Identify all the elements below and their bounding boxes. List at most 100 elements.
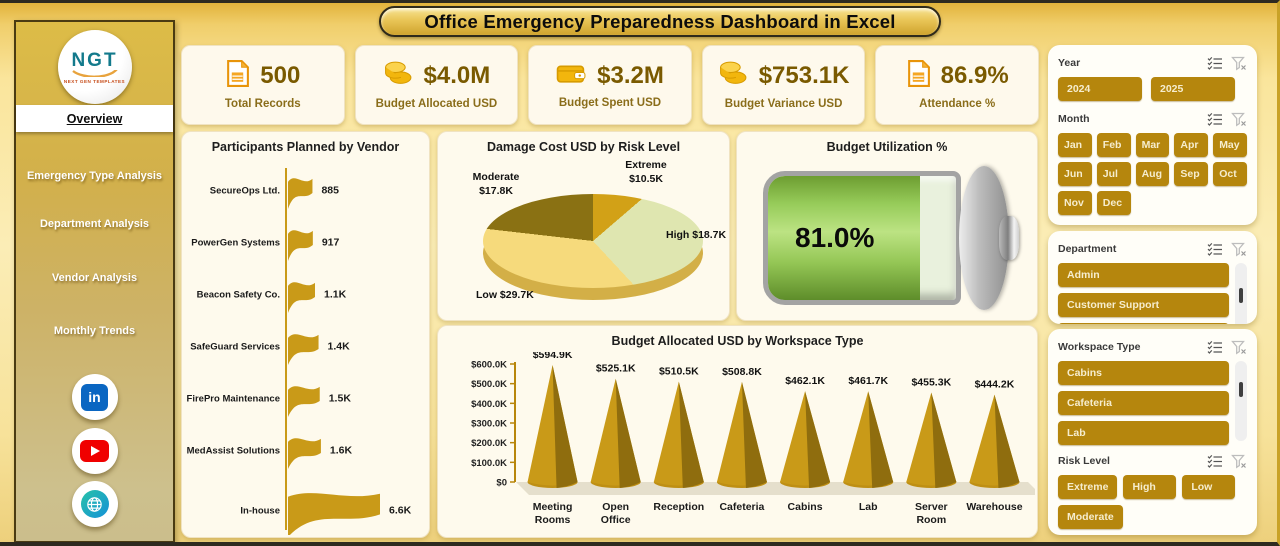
globe-glyph	[80, 490, 109, 518]
slicer-button-2024[interactable]: 2024	[1058, 77, 1142, 101]
sidebar-item-overview[interactable]: Overview	[16, 105, 173, 132]
kpi-label: Budget Spent USD	[558, 97, 662, 109]
clear-filter-icon[interactable]	[1231, 454, 1247, 469]
slicer-button-feb[interactable]: Feb	[1096, 133, 1131, 157]
workspace-cone-chart: $600.0K $500.0K $400.0K $300.0K $200.0K $100.…	[471, 352, 1035, 526]
kpi-card-attendance: 86.9% Attendance %	[875, 45, 1039, 125]
vendor-category-label: Beacon Safety Co.	[197, 290, 280, 301]
sidebar-item-monthly-trends[interactable]: Monthly Trends	[53, 325, 136, 337]
scrollbar[interactable]	[1235, 263, 1247, 324]
x-axis-label: Lab	[859, 501, 878, 513]
slicer-body-department: Admin Customer Support	[1058, 263, 1247, 324]
battery-fill	[768, 176, 921, 300]
x-axis-label: Reception	[653, 501, 704, 513]
slicer-button-sep[interactable]: Sep	[1174, 162, 1209, 186]
linkedin-icon[interactable]: in	[71, 374, 118, 420]
kpi-card-budget-variance-usd: $753.1K Budget Variance USD	[701, 45, 866, 125]
multiselect-icon[interactable]	[1207, 340, 1223, 354]
flag-bar-medassist-solutions	[288, 438, 321, 469]
clear-filter-icon[interactable]	[1231, 242, 1247, 257]
slicer-button-customer-support[interactable]: Customer Support	[1058, 293, 1229, 317]
y-axis-tick: $500.0K	[471, 379, 507, 390]
kpi-top: 86.9%	[906, 59, 1009, 92]
cone-value-label: $510.5K	[659, 366, 699, 378]
scrollbar-thumb[interactable]	[1239, 381, 1243, 397]
logo-text: NGT	[71, 49, 118, 71]
website-icon[interactable]	[71, 481, 118, 527]
slicer-button-extreme[interactable]: Extreme	[1058, 475, 1118, 499]
x-axis-label: Cabins	[788, 501, 823, 513]
pie-chart-title: Damage Cost USD by Risk Level	[486, 140, 681, 154]
slicer-button-lab[interactable]: Lab	[1058, 421, 1229, 445]
slicer-header-workspace-type: Workspace Type	[1058, 337, 1247, 357]
slicer-button-high[interactable]: High	[1123, 475, 1177, 499]
kpi-value: 500	[260, 62, 301, 89]
vendor-category-label: SafeGuard Services	[190, 342, 280, 353]
kpi-card-total-records: 500 Total Records	[181, 45, 345, 125]
slicer-button-mar[interactable]: Mar	[1135, 133, 1170, 157]
slicer-button-dec[interactable]: Dec	[1096, 191, 1131, 215]
slicer-button-moderate[interactable]: Moderate	[1058, 505, 1123, 529]
slicer-button-aug[interactable]: Aug	[1135, 162, 1170, 186]
slicer-button-oct[interactable]: Oct	[1213, 162, 1247, 186]
slicer-button-jan[interactable]: Jan	[1058, 133, 1092, 157]
multiselect-icon[interactable]	[1207, 112, 1223, 126]
slicer-body-year: 2024 2025	[1058, 77, 1247, 101]
slicer-button-apr[interactable]: Apr	[1174, 133, 1209, 157]
pie-label-high: High $18.7K	[666, 229, 727, 241]
cone-value-label: $525.1K	[596, 363, 636, 375]
slicer-button-jun[interactable]: Jun	[1058, 162, 1092, 186]
pie-chart-card: Damage Cost USD by Risk Level Extreme $10…	[437, 131, 730, 321]
slicer-button-nov[interactable]: Nov	[1058, 191, 1092, 215]
clear-filter-icon[interactable]	[1231, 56, 1247, 71]
logo-swoosh-icon	[71, 69, 118, 77]
youtube-icon[interactable]	[71, 428, 118, 474]
kpi-value: $753.1K	[758, 62, 850, 89]
sidebar-item-department-analysis[interactable]: Department Analysis	[39, 218, 150, 230]
vendor-flag-chart: SecureOps Ltd. 885 PowerGen Systems 917 Beac…	[187, 168, 412, 535]
slicer-button-cabins[interactable]: Cabins	[1058, 361, 1229, 385]
slicer-button-admin[interactable]: Admin	[1058, 263, 1229, 287]
vendor-value-label: 917	[322, 237, 340, 249]
multiselect-icon[interactable]	[1207, 242, 1223, 256]
slicer-button-low[interactable]: Low	[1182, 475, 1236, 499]
sidebar-item-emergency-type-analysis[interactable]: Emergency Type Analysis	[26, 170, 163, 182]
slicer-button-jul[interactable]: Jul	[1096, 162, 1131, 186]
multiselect-icon[interactable]	[1207, 56, 1223, 70]
battery-terminal	[999, 216, 1019, 260]
slicer-body-month: Jan Feb Mar Apr May Jun Jul Aug Sep Oct Nov Dec	[1058, 133, 1247, 215]
scrollbar[interactable]	[1235, 361, 1247, 441]
y-axis-tick: $0	[496, 478, 507, 489]
slicer-button-2025[interactable]: 2025	[1151, 77, 1235, 101]
flag-bar-firepro-maintenance	[288, 386, 320, 417]
slicer-button-may[interactable]: May	[1213, 133, 1247, 157]
kpi-top: 500	[225, 59, 301, 92]
sidebar-item-vendor-analysis[interactable]: Vendor Analysis	[51, 272, 138, 284]
vendor-value-label: 1.4K	[328, 341, 351, 353]
cone-value-label: $455.3K	[911, 376, 951, 388]
y-axis-tick: $600.0K	[471, 360, 507, 371]
vendor-value-label: 1.6K	[330, 445, 353, 457]
slicer-header-department: Department	[1058, 239, 1247, 259]
slicer-card: Department Admin Customer Support	[1048, 231, 1257, 324]
battery-title: Budget Utilization %	[826, 140, 948, 154]
kpi-label: Budget Variance USD	[724, 98, 843, 110]
kpi-value: $3.2M	[597, 62, 664, 89]
slicer-header-month: Month	[1058, 109, 1247, 129]
clear-filter-icon[interactable]	[1231, 340, 1247, 355]
x-axis-label: Warehouse	[966, 501, 1022, 513]
x-axis-label: Office	[601, 514, 631, 526]
slicer-button-partial[interactable]	[1058, 323, 1229, 324]
logo-subtext: NEXT GEN TEMPLATES	[63, 78, 126, 84]
clear-filter-icon[interactable]	[1231, 112, 1247, 127]
multiselect-icon[interactable]	[1207, 454, 1223, 468]
slicer-button-cafeteria[interactable]: Cafeteria	[1058, 391, 1229, 415]
kpi-top: $3.2M	[556, 61, 664, 91]
document-icon	[225, 59, 250, 92]
slicer-title: Risk Level	[1058, 455, 1110, 467]
scrollbar-thumb[interactable]	[1239, 288, 1243, 304]
slicer-header-year: Year	[1058, 53, 1247, 73]
workspace-chart-card: Budget Allocated USD by Workspace Type $…	[437, 325, 1038, 538]
page-title: Office Emergency Preparedness Dashboard …	[424, 10, 896, 32]
